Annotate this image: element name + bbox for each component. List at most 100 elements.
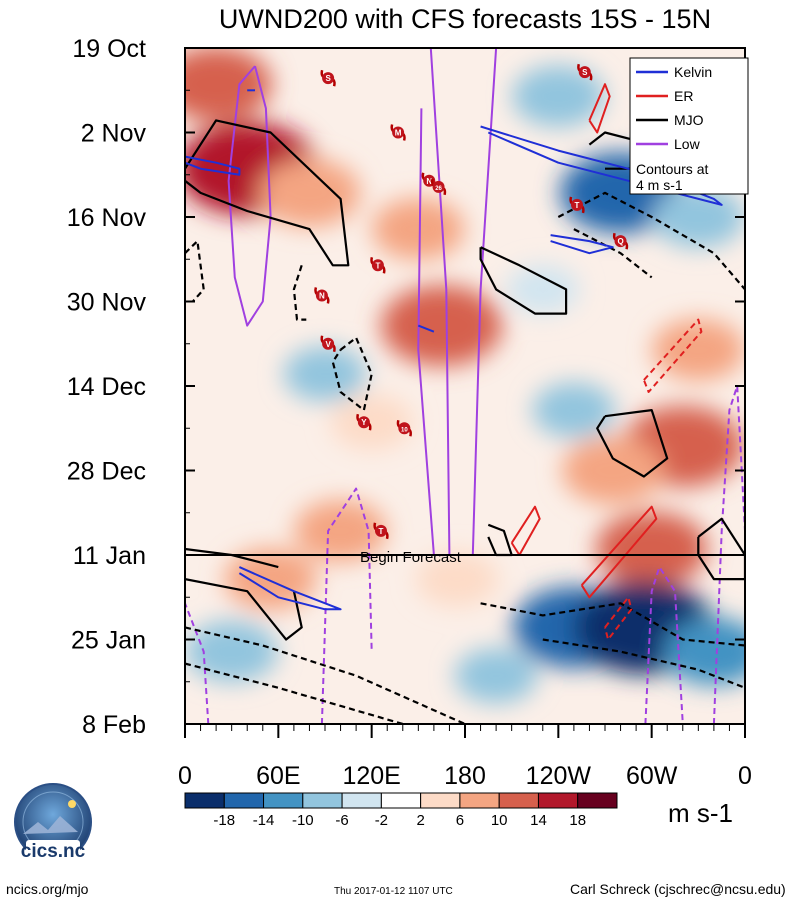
storm-label: T [379,527,384,536]
contour-mjo-8 [185,240,205,303]
storm-marker-11: 10 [396,419,412,437]
anomaly-blob-3 [381,285,503,367]
colorbar-swatch-2 [263,792,304,809]
legend-note-line1: Contours at [636,161,708,177]
anomaly-blob-19 [532,382,616,438]
storm-marker-2: M [390,124,406,141]
storm-marker-10: Y [356,413,372,431]
storm-label: N [319,291,325,300]
anomaly-blob-9 [561,436,664,505]
contour-er-26 [580,505,658,599]
colorbar-swatch-8 [498,792,539,809]
storm-marker-12: T [373,522,389,540]
storm-label: M [395,129,402,138]
colorbar: -18 -14 -10 -6 -2 2 6 10 14 18 [184,792,618,829]
x-tick-label: 120E [342,762,400,790]
contour-kelvin-31 [550,234,614,255]
colorbar-swatch-6 [420,792,461,809]
storm-marker-0: S [320,69,336,87]
x-tick-label: 60E [256,762,300,790]
legend-note-line2: 4 m s-1 [636,177,683,193]
footer-center: Thu 2017-01-12 1107 UTC [334,886,453,897]
contour-er-27 [642,318,703,393]
contour-mjo-20 [185,662,404,724]
y-axis: 19 Oct 2 Nov 16 Nov 30 Nov 14 Dec 28 Dec 11 Ja… [67,35,745,739]
contour-mjo-11 [479,246,568,315]
storm-marker-1: S [577,63,593,81]
colorbar-tick-label: 2 [416,812,424,829]
storm-label: N [426,177,432,186]
legend-frame [629,57,749,195]
colorbar-swatch-9 [537,792,579,809]
colorbar-swatch-5 [380,792,422,809]
x-tick-label: 0 [178,762,192,790]
legend-items: Kelvin ER MJO Low [636,64,712,152]
storm-dot [432,180,445,193]
x-axis: 0 60E 120E 180 120W 60W 0 [178,724,752,790]
logo-text: cics.nc [21,841,86,862]
y-tick-label: 16 Nov [67,204,147,232]
anomaly-blob-0 [185,48,272,122]
storm-dot [375,524,387,537]
cics-logo-icon: cics.nc [14,783,92,862]
colorbar-swatch-7 [459,792,500,809]
anomaly-blob-4 [372,198,465,260]
colorbar-tick-label: -18 [213,812,235,829]
colorbar-swatch-10 [577,792,618,809]
forecast-label: Begin Forecast [360,549,462,566]
colorbar-tick-label: 6 [456,812,464,829]
anomaly-blob-21 [652,318,745,381]
contour-mjo-7 [185,119,350,267]
contour-low-3 [320,487,373,724]
legend-label-low: Low [674,136,701,152]
colorbar-tick-label: 10 [491,812,508,829]
storm-dot [322,72,335,85]
contour-kelvin-29 [185,155,241,176]
storm-dot [614,235,627,248]
storm-label: Q [617,237,623,246]
y-tick-label: 2 Nov [81,120,147,148]
storm-label: V [325,340,331,349]
storm-dot [322,337,335,350]
storm-marker-9: V [320,335,336,353]
storm-label: T [575,201,580,210]
contour-kelvin-34 [417,324,435,333]
y-tick-label: 14 Dec [67,373,146,401]
contour-mjo-18 [185,578,303,641]
anomaly-blob-11 [595,511,708,587]
contour-low-4 [185,602,210,724]
contour-kelvin-32 [238,566,342,611]
legend-label-kelvin: Kelvin [674,64,712,80]
contour-er-25 [510,505,541,556]
legend-label-er: ER [674,88,693,104]
legend-label-mjo: MJO [674,112,704,128]
storm-dot [315,289,328,302]
storm-marker-7: T [370,256,386,274]
colorbar-tick-label: 14 [530,812,547,829]
storm-label: S [582,68,588,77]
contour-er-24 [588,83,611,134]
colorbar-tick-label: -2 [375,812,388,829]
contour-low-6 [712,385,745,724]
contour-mjo-21 [480,602,745,647]
anomaly-blob-5 [512,65,605,128]
cics-logo: cics.nc [8,782,98,872]
colorbar-tick-label: 18 [569,812,586,829]
colorbar-tick-label: -6 [335,812,348,829]
storm-marker-4: 26 [430,178,447,196]
contour-low-0 [227,65,272,327]
contour-kelvin-30 [480,125,723,206]
storm-dot [371,259,384,272]
footer-right: Carl Schreck (cjschrec@ncsu.edu) [570,881,786,897]
contour-low-2 [471,48,498,556]
x-tick-label: 180 [444,762,486,790]
y-tick-label: 28 Dec [67,458,146,486]
colorbar-swatch-0 [184,792,225,809]
x-tick-label: 0 [738,762,752,790]
contour-low-5 [644,566,684,724]
x-tick-label: 60W [626,762,678,790]
anomaly-blob-13 [415,551,499,607]
anomaly-blob-2 [258,158,361,227]
